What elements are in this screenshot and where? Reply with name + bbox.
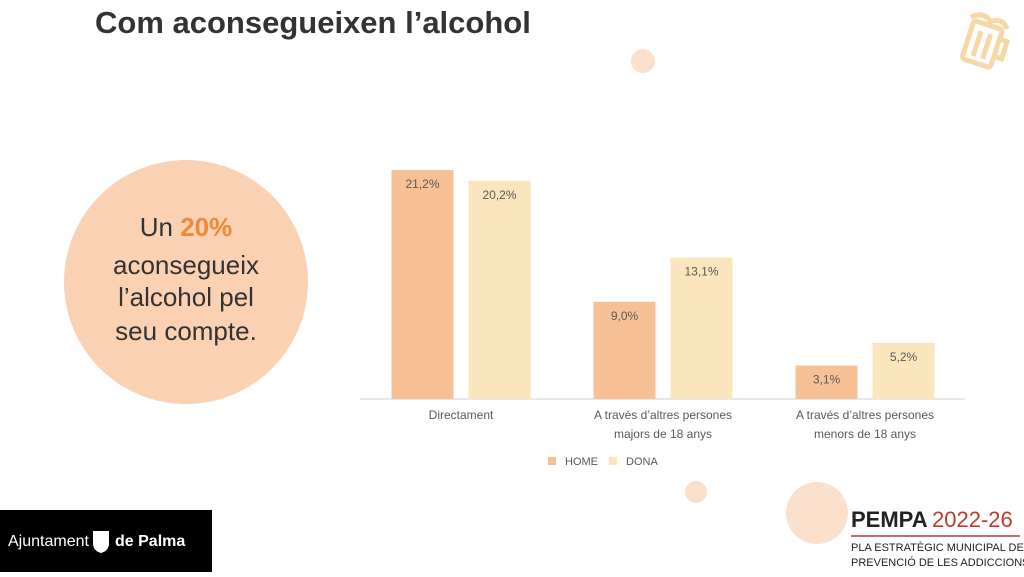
beer-icon [959, 12, 1011, 70]
value-label: 3,1% [813, 373, 841, 387]
slide-title: Com aconsegueixen l’alcohol [95, 5, 531, 40]
legend-swatch [548, 457, 556, 465]
bar [872, 342, 935, 399]
bar [670, 257, 733, 399]
legend-label: DONA [626, 456, 658, 468]
value-label: 20,2% [482, 188, 516, 202]
x-tick-label: A través d’altres persones [594, 408, 732, 422]
value-label: 13,1% [684, 265, 718, 279]
logo-right-line: PREVENCIÓ DE LES ADDICCIONS [851, 556, 1024, 569]
logo-right-line: PLA ESTRATÈGIC MUNICIPAL DE [851, 541, 1024, 554]
bar [593, 301, 656, 399]
chart: Directament 21,2% 20,2% A través d’altres p… [391, 170, 935, 468]
bar [795, 365, 858, 399]
decor-circle [685, 481, 707, 503]
callout-circle [64, 160, 308, 404]
value-label: 21,2% [405, 177, 439, 191]
callout-line: l’alcohol pel [118, 282, 254, 312]
decor-circle [631, 49, 655, 73]
callout-line: aconsegueix [113, 250, 259, 280]
logo-left-emblem [93, 531, 109, 553]
legend-label: HOME [565, 456, 598, 468]
callout-text: Un 20% [140, 212, 233, 242]
logo-left-text: Ajuntament [8, 533, 89, 550]
logo-right-name: PEMPA [851, 507, 928, 532]
value-label: 5,2% [890, 350, 918, 364]
bar [468, 180, 531, 399]
callout-highlight: 20% [180, 212, 232, 242]
decor-circle [786, 482, 848, 544]
x-tick-label: A través d’altres persones [796, 408, 934, 422]
x-tick-label: majors de 18 anys [614, 427, 712, 441]
callout-line: seu compte. [115, 316, 257, 346]
callout-prefix: Un [140, 212, 173, 242]
x-tick-label: menors de 18 anys [814, 427, 916, 441]
logo-left-bold: de Palma [115, 533, 185, 550]
value-label: 9,0% [611, 309, 639, 323]
x-tick-label: Directament [429, 408, 494, 422]
logo-right-years: 2022-26 [932, 507, 1013, 532]
bar [391, 170, 454, 399]
legend-swatch [609, 457, 617, 465]
